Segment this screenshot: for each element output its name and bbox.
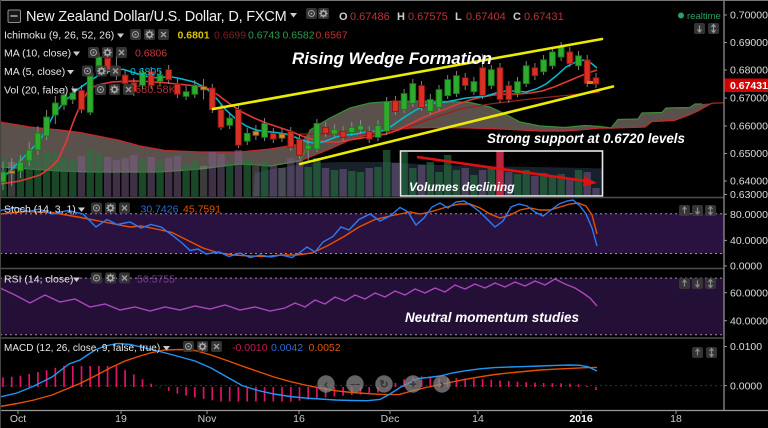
- svg-text:O: O: [339, 11, 348, 23]
- svg-text:0.69000: 0.69000: [730, 37, 768, 49]
- svg-text:0.6801: 0.6801: [178, 30, 210, 42]
- svg-text:MA (10, close): MA (10, close): [4, 48, 71, 60]
- svg-text:2016: 2016: [569, 413, 593, 425]
- svg-text:Vol (20, false): Vol (20, false): [4, 85, 68, 97]
- svg-text:MACD (12, 26, close, 9, false,: MACD (12, 26, close, 9, false, true): [4, 343, 160, 354]
- svg-text:New Zealand Dollar/U.S. Dollar: New Zealand Dollar/U.S. Dollar, D, FXCM: [26, 9, 287, 25]
- svg-text:0.0000: 0.0000: [730, 261, 762, 273]
- svg-text:L: L: [455, 11, 462, 23]
- svg-text:40.0000: 40.0000: [730, 235, 768, 247]
- svg-text:0.6582: 0.6582: [283, 30, 315, 42]
- svg-text:0.67431: 0.67431: [524, 11, 564, 23]
- svg-text:0.67404: 0.67404: [466, 11, 506, 23]
- svg-text:0.67000: 0.67000: [730, 93, 768, 105]
- svg-text:0.0000: 0.0000: [730, 380, 762, 392]
- svg-text:0.0042: 0.0042: [271, 342, 303, 354]
- svg-text:0.6743: 0.6743: [248, 30, 280, 42]
- svg-text:Neutral momentum studies: Neutral momentum studies: [405, 310, 580, 325]
- svg-text:H: H: [397, 11, 405, 23]
- svg-text:0.67486: 0.67486: [350, 11, 390, 23]
- svg-text:0.63000: 0.63000: [730, 189, 768, 201]
- svg-text:‹: ‹: [324, 377, 328, 392]
- svg-text:19: 19: [115, 413, 127, 425]
- svg-text:60.0000: 60.0000: [730, 287, 768, 299]
- svg-text:0.67575: 0.67575: [408, 11, 448, 23]
- svg-text:––: ––: [350, 379, 360, 389]
- svg-text:C: C: [513, 11, 521, 23]
- svg-text:0.0100: 0.0100: [730, 341, 762, 353]
- svg-text:0.6567: 0.6567: [316, 30, 348, 42]
- svg-text:50.5755: 50.5755: [137, 274, 175, 286]
- svg-text:›: ›: [440, 377, 444, 392]
- svg-text:+: +: [409, 377, 417, 392]
- svg-text:-0.0010: -0.0010: [232, 342, 268, 354]
- svg-text:RSI (14, close): RSI (14, close): [4, 274, 73, 286]
- svg-text:Oct: Oct: [10, 413, 26, 425]
- svg-text:realtime: realtime: [687, 11, 721, 22]
- svg-text:Strong support at 0.6720 level: Strong support at 0.6720 levels: [487, 131, 685, 146]
- svg-text:40.0000: 40.0000: [730, 315, 768, 327]
- svg-text:0.6806: 0.6806: [135, 48, 167, 60]
- svg-text:Rising Wedge Formation: Rising Wedge Formation: [292, 49, 492, 68]
- svg-text:Nov: Nov: [198, 413, 217, 425]
- svg-text:18: 18: [670, 413, 682, 425]
- svg-text:Dec: Dec: [381, 413, 400, 425]
- svg-text:0.6805: 0.6805: [130, 66, 162, 78]
- svg-text:80.0000: 80.0000: [730, 209, 768, 221]
- svg-text:↻: ↻: [379, 379, 388, 391]
- svg-text:0.68000: 0.68000: [730, 65, 768, 77]
- svg-text:0.67431: 0.67431: [730, 80, 768, 92]
- svg-text:0.6699: 0.6699: [214, 30, 246, 42]
- svg-text:680.58K: 680.58K: [135, 84, 177, 96]
- svg-text:0.64000: 0.64000: [730, 176, 768, 188]
- svg-text:0.66000: 0.66000: [730, 121, 768, 133]
- svg-text:Stoch (14, 3, 1): Stoch (14, 3, 1): [4, 204, 76, 216]
- svg-text:MA (5, close): MA (5, close): [4, 66, 65, 78]
- svg-text:45.7591: 45.7591: [183, 204, 221, 216]
- svg-text:Ichimoku (9, 26, 52, 26): Ichimoku (9, 26, 52, 26): [4, 30, 114, 42]
- svg-text:14: 14: [472, 413, 484, 425]
- svg-text:16: 16: [293, 413, 305, 425]
- svg-text:0.0052: 0.0052: [309, 342, 341, 354]
- svg-text:Volumes declining: Volumes declining: [409, 180, 515, 194]
- svg-text:0.65000: 0.65000: [730, 148, 768, 160]
- svg-text:30.7426: 30.7426: [141, 204, 179, 216]
- svg-text:0.70000: 0.70000: [730, 10, 768, 22]
